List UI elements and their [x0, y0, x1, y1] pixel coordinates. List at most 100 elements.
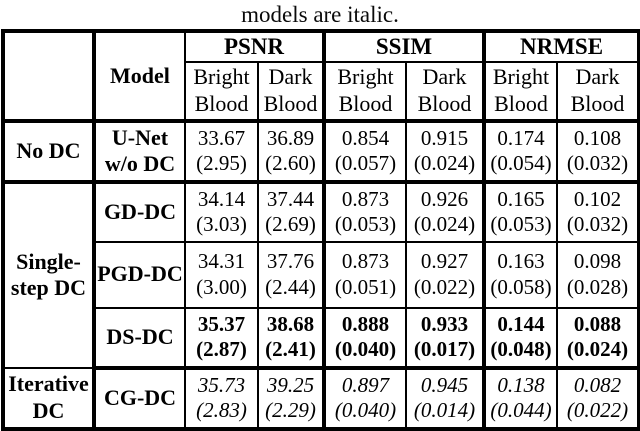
std-value: (0.057): [334, 151, 397, 176]
mean-value: 0.897: [341, 372, 390, 397]
mean-value: 37.76: [266, 249, 315, 274]
mean-value: 34.14: [197, 186, 246, 211]
mean-value: 0.926: [420, 186, 469, 211]
metric-cell: 0.873 (0.053): [322, 180, 407, 243]
mean-value: 0.933: [420, 311, 469, 336]
mean-value: 0.873: [341, 186, 390, 211]
header-row-metrics: Model PSNR SSIM NRMSE: [2, 30, 640, 123]
metric-cell: 0.927 (0.022): [405, 240, 485, 309]
metric-header-psnr: PSNR: [184, 30, 325, 63]
mean-value: 0.102: [573, 186, 622, 211]
metric-cell: 0.165 (0.053): [482, 180, 558, 243]
model-column-header: Model: [93, 30, 186, 123]
std-value: (0.053): [334, 212, 397, 237]
group-cell-iterative-dc: Iterative DC: [2, 366, 96, 430]
table-row: PGD-DC 34.31 (3.00) 37.76 (2.44) 0.873 (0.0…: [3, 240, 640, 309]
metric-cell: 37.76 (2.44): [257, 240, 325, 309]
metric-cell: 0.088 (0.024): [556, 306, 640, 370]
mean-value: 0.138: [497, 372, 545, 397]
metric-cell: 36.89 (2.60): [257, 119, 325, 184]
std-value: (0.040): [334, 337, 397, 362]
table-row: DS-DC 35.37 (2.87) 38.68 (2.41) 0.888 (0.04…: [3, 306, 640, 370]
mean-value: 0.082: [573, 372, 622, 397]
metric-cell: 35.73 (2.83): [184, 366, 259, 430]
std-value: (0.048): [490, 337, 552, 362]
table-caption: models are italic.: [241, 2, 399, 27]
std-value: (0.024): [413, 151, 476, 176]
std-value: (2.87): [196, 337, 247, 362]
metric-cell: 0.082 (0.022): [556, 366, 640, 430]
std-value: (0.024): [413, 212, 476, 237]
std-value: (2.83): [196, 398, 247, 423]
col-header-ssim-dark-blood: Dark Blood: [405, 60, 485, 123]
mean-value: 0.915: [420, 125, 469, 150]
mean-value: 0.873: [341, 249, 390, 274]
col-header-psnr-dark-blood: Dark Blood: [257, 60, 325, 123]
header-row-sub: Bright Blood Dark Blood Bright Blood Dar…: [3, 60, 640, 123]
metric-cell: 0.945 (0.014): [405, 366, 485, 430]
mean-value: 35.37: [197, 311, 246, 336]
std-value: (0.044): [490, 398, 552, 423]
metric-cell: 33.67 (2.95): [184, 119, 259, 184]
mean-value: 0.144: [497, 311, 545, 336]
metric-cell: 0.888 (0.040): [322, 306, 407, 370]
metric-cell: 0.174 (0.054): [482, 119, 558, 184]
std-value: (0.040): [334, 398, 397, 423]
mean-value: 0.927: [420, 249, 469, 274]
metric-header-nrmse: NRMSE: [482, 30, 640, 63]
mean-value: 36.89: [266, 125, 315, 150]
col-header-ssim-bright-blood: Bright Blood: [322, 60, 407, 123]
std-value: (0.058): [490, 274, 552, 299]
metric-cell: 39.25 (2.29): [257, 366, 325, 430]
mean-value: 0.854: [341, 125, 390, 150]
std-value: (0.017): [413, 337, 476, 362]
std-value: (0.014): [413, 398, 476, 423]
metric-cell: 0.915 (0.024): [405, 119, 485, 184]
mean-value: 0.088: [573, 311, 622, 336]
metric-cell: 35.37 (2.87): [184, 306, 259, 370]
metric-cell: 0.138 (0.044): [482, 366, 558, 430]
col-header-nrmse-dark-blood: Dark Blood: [556, 60, 640, 123]
corner-cell: [2, 30, 96, 123]
std-value: (0.053): [490, 212, 552, 237]
col-header-nrmse-bright-blood: Bright Blood: [482, 60, 558, 123]
mean-value: 0.163: [497, 249, 545, 274]
metric-header-ssim: SSIM: [322, 30, 485, 63]
std-value: (2.69): [265, 212, 316, 237]
mean-value: 0.888: [341, 311, 390, 336]
results-table: Model PSNR SSIM NRMSE Bright Blood Dark …: [1, 29, 640, 431]
model-cell-unet: U-Net w/o DC: [93, 119, 186, 184]
metric-cell: 0.102 (0.032): [556, 180, 640, 243]
std-value: (0.032): [566, 212, 629, 237]
model-cell-cg-dc: CG-DC: [93, 366, 186, 430]
std-value: (2.44): [265, 274, 316, 299]
metric-cell: 0.098 (0.028): [556, 240, 640, 309]
model-cell-gd-dc: GD-DC: [93, 180, 186, 243]
std-value: (3.03): [196, 212, 247, 237]
std-value: (2.60): [265, 151, 316, 176]
metric-cell: 0.108 (0.032): [556, 119, 640, 184]
mean-value: 35.73: [197, 372, 246, 397]
mean-value: 0.174: [497, 125, 545, 150]
table-row: Iterative DC CG-DC 35.73 (2.83) 39.25 (2.2…: [2, 366, 640, 430]
model-cell-ds-dc: DS-DC: [93, 306, 186, 370]
std-value: (2.29): [265, 398, 316, 423]
std-value: (0.022): [566, 398, 629, 423]
table-row: No DC U-Net w/o DC 33.67 (2.95) 36.89 (2.6…: [2, 119, 640, 184]
std-value: (0.054): [490, 151, 552, 176]
std-value: (0.032): [566, 151, 629, 176]
mean-value: 0.098: [573, 249, 622, 274]
metric-cell: 0.144 (0.048): [482, 306, 558, 370]
metric-cell: 0.163 (0.058): [482, 240, 558, 309]
metric-cell: 0.873 (0.051): [322, 240, 407, 309]
mean-value: 39.25: [266, 372, 315, 397]
model-cell-pgd-dc: PGD-DC: [93, 240, 186, 309]
std-value: (0.024): [566, 337, 629, 362]
mean-value: 33.67: [197, 125, 246, 150]
mean-value: 0.108: [573, 125, 622, 150]
group-cell-no-dc: No DC: [2, 119, 96, 184]
std-value: (2.95): [196, 151, 247, 176]
std-value: (0.028): [566, 274, 629, 299]
metric-cell: 0.933 (0.017): [405, 306, 485, 370]
mean-value: 38.68: [266, 311, 315, 336]
